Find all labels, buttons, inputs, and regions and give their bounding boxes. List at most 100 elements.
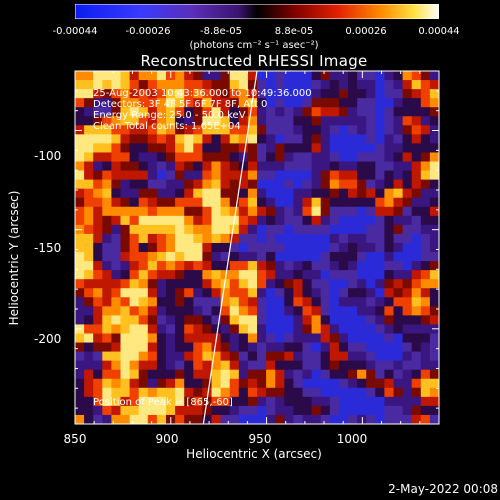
heatmap-cell	[411, 179, 422, 190]
heatmap-cell	[156, 378, 167, 389]
heatmap-cell	[247, 143, 258, 153]
heatmap-cell	[402, 387, 413, 398]
heatmap-cell	[138, 306, 149, 316]
heatmap-cell	[193, 197, 203, 208]
heatmap-cell	[357, 98, 367, 108]
heatmap-cell	[366, 351, 376, 362]
heatmap-cell	[311, 333, 322, 344]
heatmap-cell	[238, 215, 249, 226]
heatmap-cell	[93, 233, 103, 244]
heatmap-cell	[257, 188, 267, 199]
heatmap-cell	[211, 288, 222, 298]
heatmap-cell	[366, 215, 376, 226]
heatmap-cell	[366, 233, 376, 244]
heatmap-cell	[93, 242, 103, 253]
heatmap-cell	[266, 360, 276, 371]
heatmap-cell	[257, 242, 267, 253]
heatmap-cell	[329, 324, 340, 334]
heatmap-cell	[311, 107, 322, 117]
heatmap-cell	[175, 396, 185, 407]
heatmap-cell	[411, 188, 422, 199]
heatmap-cell	[175, 152, 185, 163]
heatmap-cell	[147, 233, 158, 244]
heatmap-cell	[102, 71, 112, 81]
heatmap-cell	[166, 306, 176, 316]
heatmap-cell	[229, 98, 240, 108]
heatmap-cell	[429, 215, 440, 226]
heatmap-cell	[220, 116, 231, 126]
heatmap-cell	[84, 405, 94, 416]
heatmap-cell	[238, 206, 249, 217]
heatmap-cell	[120, 233, 131, 244]
heatmap-cell	[202, 206, 212, 217]
heatmap-cell	[275, 360, 285, 371]
heatmap-cell	[257, 288, 267, 298]
heatmap-cell	[93, 387, 103, 398]
heatmap-cell	[402, 143, 413, 153]
heatmap-cell	[257, 351, 267, 362]
heatmap-cell	[257, 179, 267, 190]
heatmap-cell	[411, 233, 422, 244]
heatmap-cell	[166, 89, 176, 99]
heatmap-cell	[84, 297, 94, 307]
heatmap-cell	[193, 107, 203, 117]
heatmap-cell	[402, 206, 413, 217]
heatmap-cell	[247, 342, 258, 353]
heatmap-cell	[302, 288, 313, 298]
heatmap-cell	[320, 378, 331, 389]
heatmap-cell	[175, 206, 185, 217]
heatmap-cell	[348, 179, 358, 190]
heatmap-cell	[211, 378, 222, 389]
heatmap-cell	[247, 161, 258, 172]
heatmap-cell	[120, 143, 131, 153]
heatmap-cell	[229, 315, 240, 325]
heatmap-cell	[247, 233, 258, 244]
heatmap-cell	[402, 315, 413, 325]
heatmap-cell	[111, 360, 121, 371]
heatmap-cell	[211, 369, 222, 380]
heatmap-cell	[320, 396, 331, 407]
heatmap-cell	[293, 233, 303, 244]
heatmap-cell	[420, 315, 431, 325]
heatmap-cell	[184, 224, 194, 235]
heatmap-cell	[202, 224, 212, 235]
heatmap-cell	[84, 242, 94, 253]
heatmap-cell	[257, 315, 267, 325]
heatmap-cell	[384, 288, 394, 298]
heatmap-cell	[375, 197, 385, 208]
heatmap-cell	[93, 405, 103, 416]
heatmap-cell	[84, 306, 94, 316]
heatmap-cell	[156, 80, 167, 90]
heatmap-cell	[275, 351, 285, 362]
heatmap-cell	[348, 279, 358, 289]
heatmap-cell	[393, 252, 404, 262]
heatmap-cell	[384, 116, 394, 126]
heatmap-cell	[411, 252, 422, 262]
heatmap-cell	[320, 215, 331, 226]
heatmap-cell	[357, 107, 367, 117]
heatmap-cell	[75, 89, 85, 99]
heatmap-cell	[138, 215, 149, 226]
heatmap-cell	[175, 179, 185, 190]
heatmap-cell	[129, 179, 140, 190]
heatmap-cell	[84, 396, 94, 407]
heatmap-cell	[75, 71, 85, 81]
heatmap-cell	[166, 315, 176, 325]
heatmap-cell	[266, 125, 276, 135]
heatmap-cell	[329, 261, 340, 271]
heatmap-cell	[93, 89, 103, 99]
heatmap-cell	[166, 279, 176, 289]
heatmap-cell	[348, 89, 358, 99]
heatmap-cell	[329, 369, 340, 380]
heatmap-cell	[247, 71, 258, 81]
heatmap-cell	[357, 378, 367, 389]
heatmap-cell	[75, 242, 85, 253]
heatmap-cell	[266, 188, 276, 199]
heatmap-cell	[175, 342, 185, 353]
heatmap-cell	[184, 378, 194, 389]
heatmap-cell	[93, 306, 103, 316]
heatmap-cell	[220, 170, 231, 181]
heatmap-cell	[257, 71, 267, 81]
heatmap-cell	[429, 414, 440, 425]
heatmap-cell	[384, 378, 394, 389]
